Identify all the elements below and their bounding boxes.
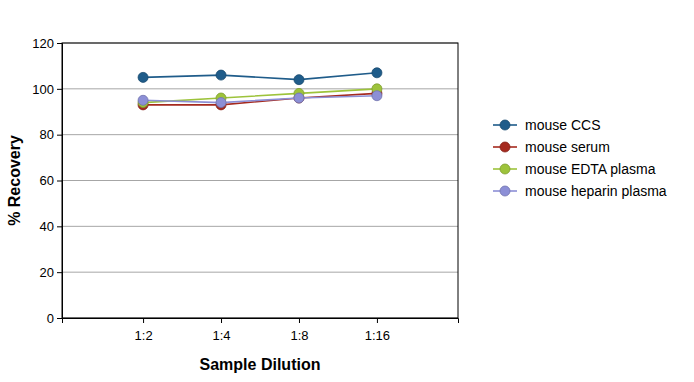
grid-line <box>62 88 458 89</box>
legend-label: mouse CCS <box>525 117 600 133</box>
legend-label: mouse serum <box>525 139 610 155</box>
x-tick: 1:4 <box>212 318 230 343</box>
y-tick-mark <box>57 135 62 136</box>
series-marker <box>216 98 226 108</box>
y-tick-mark <box>57 89 62 90</box>
x-tick-mark <box>143 318 144 323</box>
chart: 0 20 40 60 80 100 120 1:2 1:4 1:8 1:16 Sample Dilut… <box>0 0 694 382</box>
y-tick-label: 100 <box>32 81 54 96</box>
y-tick: 40 <box>40 219 62 234</box>
y-tick: 60 <box>40 173 62 188</box>
y-tick-mark <box>57 43 62 44</box>
series-marker <box>138 72 148 82</box>
series-line <box>143 73 377 80</box>
y-tick-label: 40 <box>40 219 54 234</box>
x-tick-label: 1:4 <box>212 328 230 343</box>
series-marker <box>294 93 304 103</box>
x-tick-label: 1:2 <box>135 328 153 343</box>
grid-line <box>62 134 458 135</box>
plot: 0 20 40 60 80 100 120 1:2 1:4 1:8 1:16 <box>32 36 458 344</box>
y-tick-label: 120 <box>32 36 54 51</box>
y-tick-label: 60 <box>40 173 54 188</box>
legend-label: mouse heparin plasma <box>525 183 667 199</box>
y-axis: 0 20 40 60 80 100 120 <box>32 36 62 326</box>
legend-label: mouse EDTA plasma <box>525 161 656 177</box>
x-tick-label: 1:16 <box>365 328 390 343</box>
grid-line <box>62 226 458 227</box>
legend-item: mouse CCS <box>493 117 600 133</box>
series-line <box>143 96 377 103</box>
y-tick-mark <box>57 181 62 182</box>
grid <box>62 43 458 318</box>
legend-marker <box>500 186 510 196</box>
legend-item: mouse serum <box>493 139 610 155</box>
y-tick: 80 <box>40 127 62 142</box>
x-tick-mark <box>221 318 222 323</box>
plot-frame <box>62 43 458 318</box>
series-marker <box>372 91 382 101</box>
y-tick-mark <box>57 272 62 273</box>
x-tick-mark <box>377 318 378 323</box>
x-tick-mark <box>299 318 300 323</box>
y-tick-mark <box>57 318 62 319</box>
y-tick-label: 0 <box>47 311 54 326</box>
y-axis-line <box>57 44 63 319</box>
series-marker <box>372 68 382 78</box>
series-line <box>143 89 377 103</box>
x-tick: 1:16 <box>365 318 390 343</box>
legend-item: mouse EDTA plasma <box>493 161 656 177</box>
x-tick: 1:2 <box>135 318 153 343</box>
grid-line <box>62 272 458 273</box>
legend-marker <box>500 120 510 130</box>
y-tick-mark <box>57 226 62 227</box>
grid-line <box>62 180 458 181</box>
y-tick-label: 80 <box>40 127 54 142</box>
y-tick: 0 <box>47 311 62 326</box>
y-tick: 100 <box>32 81 62 96</box>
x-tick: 1:8 <box>290 318 308 343</box>
series-marker <box>294 75 304 85</box>
series-group <box>138 68 382 110</box>
legend: mouse CCS mouse serum mouse EDTA plasma mou… <box>493 117 667 199</box>
series-marker <box>216 70 226 80</box>
y-tick: 120 <box>32 36 62 51</box>
x-axis-line <box>63 319 459 324</box>
series-marker <box>138 95 148 105</box>
legend-marker <box>500 142 510 152</box>
x-tick-label: 1:8 <box>290 328 308 343</box>
x-axis-title: Sample Dilution <box>200 356 321 373</box>
x-axis: 1:2 1:4 1:8 1:16 <box>63 318 459 343</box>
legend-marker <box>500 164 510 174</box>
series-marker <box>294 93 304 103</box>
y-tick-label: 20 <box>40 265 54 280</box>
y-axis-title: % Recovery <box>6 135 23 226</box>
legend-item: mouse heparin plasma <box>493 183 667 199</box>
y-tick: 20 <box>40 265 62 280</box>
